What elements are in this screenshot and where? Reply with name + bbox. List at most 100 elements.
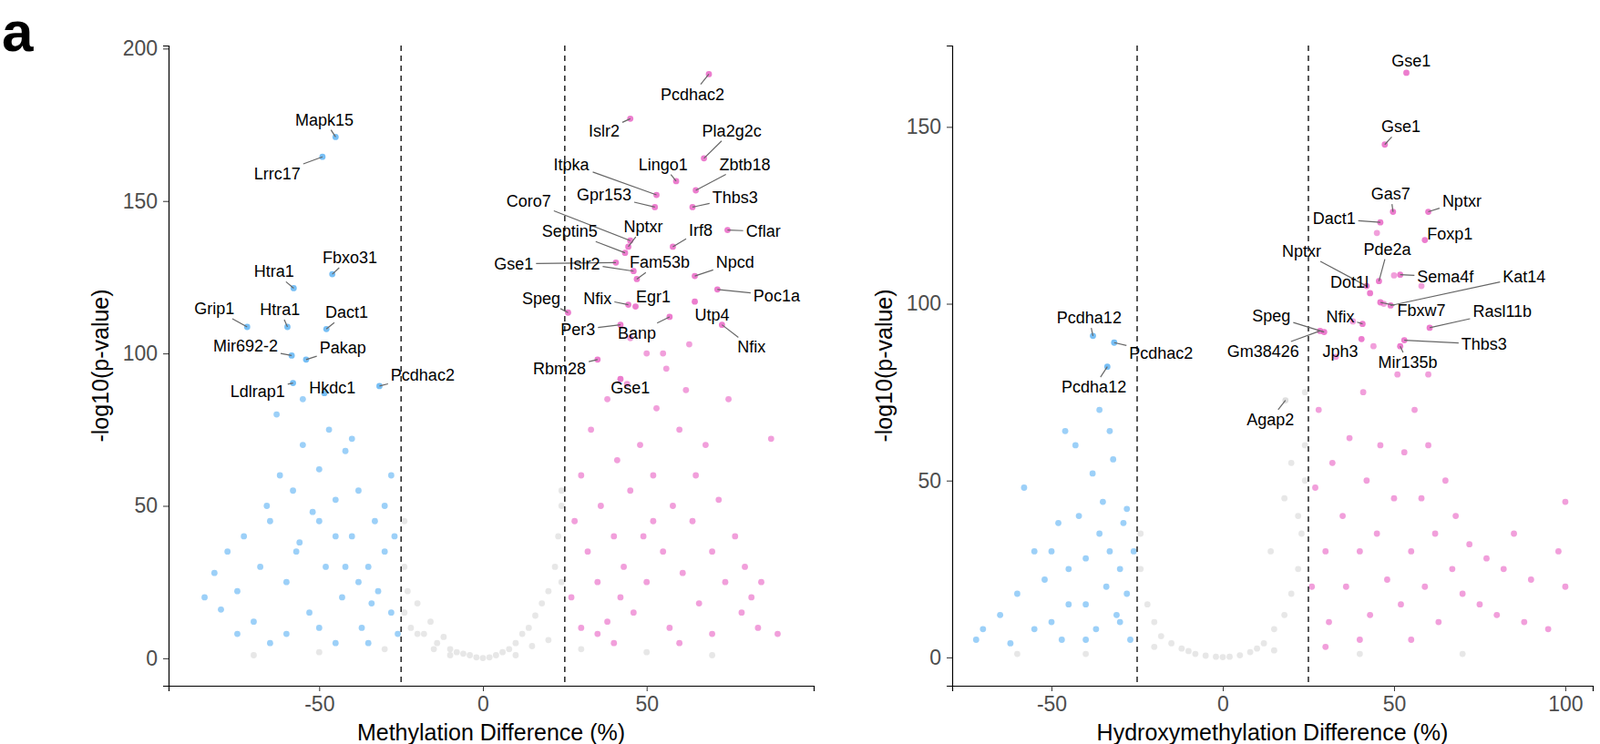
- x-tick-mark: [1222, 686, 1224, 692]
- point: [348, 533, 356, 541]
- leader-line: [1114, 342, 1127, 346]
- point: [316, 625, 323, 632]
- annotation: Gm38426: [1227, 330, 1321, 361]
- point: [1435, 619, 1442, 626]
- leader-line: [717, 289, 751, 294]
- point: [332, 533, 339, 541]
- point: [1391, 495, 1398, 503]
- point: [391, 533, 399, 541]
- point: [649, 472, 657, 480]
- point: [1082, 555, 1089, 563]
- point: [1021, 484, 1028, 492]
- x-tick-label: -50: [1036, 692, 1067, 717]
- point: [715, 496, 722, 503]
- point: [617, 594, 625, 602]
- point: [741, 564, 749, 571]
- gene-label: Gse1: [1391, 51, 1431, 71]
- y-tick-label: 100: [906, 291, 942, 316]
- gene-label: Gpr153: [576, 185, 632, 205]
- point: [774, 631, 781, 638]
- y-tick-mark: [163, 658, 169, 660]
- gene-label: Islr2: [568, 255, 600, 274]
- point: [620, 564, 627, 571]
- point: [1120, 520, 1128, 527]
- point: [447, 646, 454, 653]
- x-tick-mark: [646, 686, 648, 692]
- point: [1041, 576, 1048, 584]
- annotation: Dot1l: [1330, 273, 1369, 292]
- leader-line: [1278, 400, 1286, 411]
- point: [532, 613, 539, 620]
- x-tick-mark: [1565, 686, 1567, 692]
- point: [250, 618, 257, 626]
- gene-label: Htra1: [254, 262, 295, 281]
- x-tick-mark: [1394, 686, 1395, 692]
- annotation: Lingo1: [638, 155, 688, 182]
- gene-label: Thbs3: [712, 188, 759, 207]
- gene-label: Rasl11b: [1472, 302, 1532, 321]
- point: [696, 600, 703, 607]
- x-tick: 0: [1217, 686, 1230, 717]
- point: [1466, 541, 1473, 548]
- x-tick-label: 0: [477, 692, 490, 717]
- leader-line: [330, 130, 336, 138]
- gene-label: Kat14: [1502, 267, 1546, 287]
- point: [1407, 548, 1415, 555]
- gene-label: Nfix: [583, 289, 612, 308]
- y-tick-mark: [163, 353, 169, 355]
- x-axis: -50050: [169, 686, 815, 717]
- point: [486, 654, 493, 661]
- y-axis: 050100150200: [123, 36, 170, 687]
- y-tick-label: 0: [145, 646, 158, 671]
- leader-line: [588, 359, 598, 362]
- annotation: Mir692-2: [213, 337, 292, 356]
- annotation: Jph3: [1322, 342, 1358, 361]
- point: [1014, 591, 1021, 598]
- leader-line: [306, 356, 318, 360]
- gene-label: Jph3: [1322, 342, 1358, 361]
- point: [1483, 555, 1490, 563]
- leader-line: [284, 319, 288, 328]
- y-axis: 050100150: [906, 46, 954, 688]
- annotation: Egr1: [635, 287, 671, 307]
- point: [492, 652, 500, 659]
- gene-label: Fam53b: [629, 253, 690, 272]
- point: [587, 426, 595, 433]
- annotation: Cflar: [727, 222, 780, 241]
- point: [1363, 477, 1370, 484]
- leader-line: [332, 267, 340, 275]
- point: [1281, 612, 1288, 619]
- x-tick-label: 50: [1383, 692, 1407, 717]
- x-tick-mark: [1051, 686, 1053, 692]
- point: [748, 594, 755, 602]
- x-tick: 50: [1383, 686, 1407, 717]
- point: [1425, 441, 1432, 449]
- labelled-point: [332, 133, 339, 141]
- y-axis-title: -log10(p-value): [87, 288, 113, 442]
- point: [1370, 343, 1377, 350]
- leader-line: [1356, 322, 1363, 325]
- annotation: Gse1: [1381, 117, 1421, 144]
- point: [996, 612, 1004, 619]
- annotation: Mapk15: [295, 111, 354, 138]
- point: [1168, 640, 1175, 647]
- plot-area: [201, 45, 781, 687]
- point: [676, 640, 683, 647]
- point: [234, 588, 241, 595]
- y-tick-mark: [163, 48, 169, 50]
- point: [338, 594, 346, 602]
- annotation: Thbs3: [1404, 335, 1508, 354]
- point: [1062, 428, 1069, 435]
- gene-label: Banp: [617, 324, 657, 343]
- x-tick-label: 0: [1217, 692, 1230, 717]
- gene-label: Gse1: [610, 379, 650, 398]
- point: [1346, 435, 1354, 442]
- point: [283, 631, 290, 638]
- gene-label: Hkdc1: [308, 379, 356, 398]
- annotation: Mir135b: [1377, 346, 1437, 372]
- point: [1281, 495, 1288, 503]
- leader-line: [614, 302, 628, 306]
- point: [614, 457, 621, 464]
- gene-label: Coro7: [506, 192, 552, 211]
- annotation: Ldlrap1: [230, 382, 294, 401]
